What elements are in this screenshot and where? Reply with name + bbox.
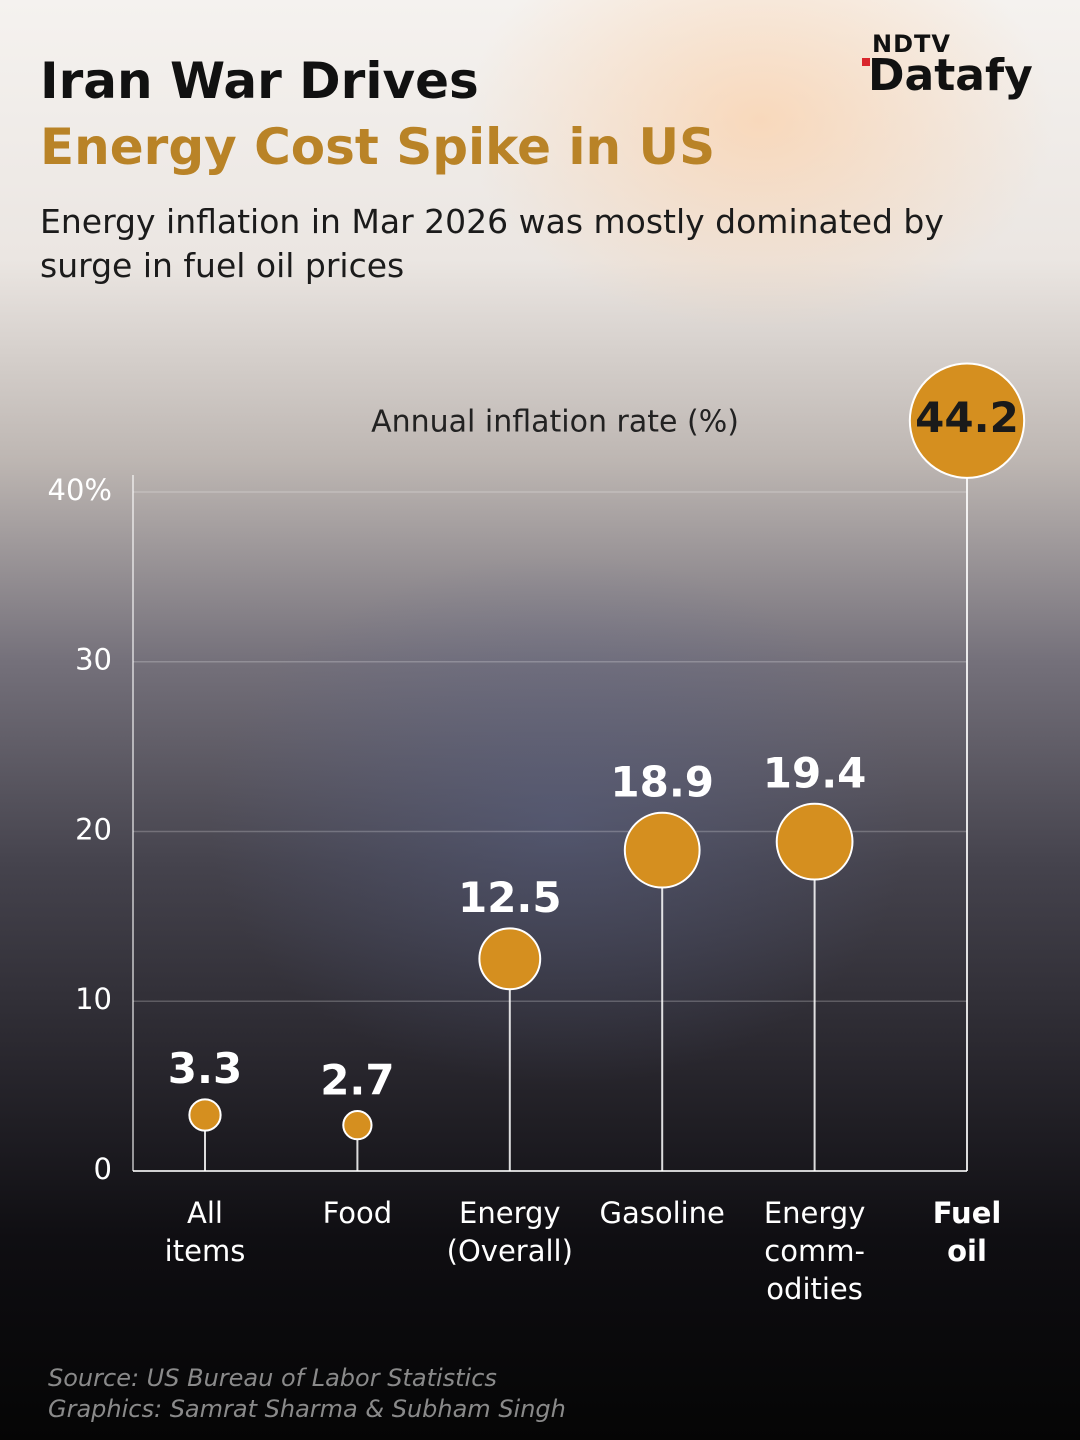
y-tick-label: 20 (75, 812, 112, 846)
bubble (478, 927, 542, 991)
x-tick-label: All items (164, 1196, 246, 1268)
brand-top: NDTV (872, 30, 951, 58)
source: Source: US Bureau of Labor Statistics (48, 1364, 497, 1392)
x-tick-label: Energy comm- odities (763, 1196, 866, 1306)
title-line: Iran War Drives (40, 52, 479, 110)
y-tick-label: 0 (94, 1152, 112, 1186)
bubble (908, 362, 1026, 479)
axis-title: Annual inflation rate (%) (371, 405, 739, 440)
value-label: 2.7 (320, 1056, 394, 1105)
value-label: 12.5 (458, 873, 562, 922)
x-tick-label: Energy (Overall) (446, 1196, 573, 1268)
x-tick-label: Gasoline (599, 1196, 725, 1230)
subtitle: Energy inflation in Mar 2026 was mostly … (40, 202, 944, 285)
y-tick-label: 10 (75, 982, 112, 1016)
bubble (342, 1110, 373, 1141)
bubble (775, 802, 854, 881)
value-label: 3.3 (168, 1044, 242, 1093)
value-label: 19.4 (763, 748, 867, 797)
brand-dot (862, 58, 870, 66)
bubble (623, 811, 701, 889)
bubble (188, 1098, 222, 1132)
value-label: 18.9 (610, 757, 714, 806)
y-tick-label: 40% (48, 473, 112, 507)
x-tick-label: Fuel oil (932, 1196, 1002, 1268)
brand-bottom: Datafy (868, 50, 1033, 101)
x-tick-label: Food (322, 1196, 393, 1230)
y-tick-label: 30 (75, 643, 112, 677)
title-highlight: Energy Cost Spike in US (40, 118, 716, 176)
credits: Graphics: Samrat Sharma & Subham Singh (48, 1395, 566, 1423)
value-label: 44.2 (915, 393, 1019, 442)
